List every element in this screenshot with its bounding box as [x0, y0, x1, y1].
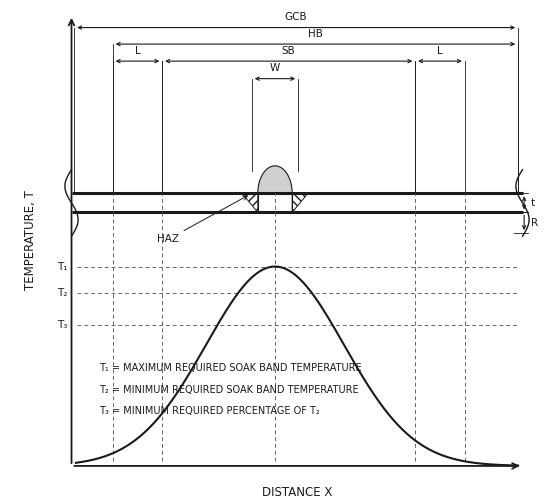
Text: T₁ = MAXIMUM REQUIRED SOAK BAND TEMPERATURE: T₁ = MAXIMUM REQUIRED SOAK BAND TEMPERAT… — [99, 363, 362, 373]
Text: T₂: T₂ — [57, 288, 67, 298]
Text: t: t — [531, 198, 535, 208]
Text: GCB: GCB — [285, 12, 307, 22]
Text: R: R — [531, 218, 538, 227]
Text: DISTANCE X: DISTANCE X — [262, 486, 332, 499]
Text: TEMPERATURE, T: TEMPERATURE, T — [24, 190, 37, 291]
Text: SB: SB — [282, 46, 296, 56]
Text: HAZ: HAZ — [157, 196, 248, 244]
Text: L: L — [135, 46, 140, 56]
Text: T₃ = MINIMUM REQUIRED PERCENTAGE OF T₂: T₃ = MINIMUM REQUIRED PERCENTAGE OF T₂ — [99, 406, 320, 416]
Text: L: L — [437, 46, 443, 56]
Text: W: W — [270, 63, 280, 73]
Polygon shape — [242, 193, 258, 212]
Text: T₂ = MINIMUM REQUIRED SOAK BAND TEMPERATURE: T₂ = MINIMUM REQUIRED SOAK BAND TEMPERAT… — [99, 385, 359, 395]
Polygon shape — [292, 193, 308, 212]
Text: T₁: T₁ — [57, 262, 67, 272]
Text: HB: HB — [308, 29, 323, 39]
Text: T₃: T₃ — [57, 320, 67, 330]
Polygon shape — [258, 166, 292, 193]
